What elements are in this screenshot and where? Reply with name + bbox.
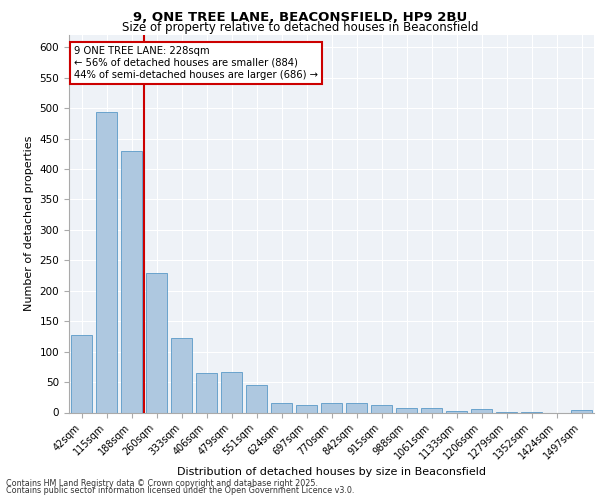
Bar xyxy=(121,150,142,412)
Text: Contains public sector information licensed under the Open Government Licence v3: Contains public sector information licen… xyxy=(6,486,355,495)
Bar xyxy=(296,405,317,412)
Bar xyxy=(71,334,92,412)
Bar xyxy=(221,372,242,412)
Bar xyxy=(571,410,592,412)
Bar xyxy=(171,338,192,412)
Bar xyxy=(196,373,217,412)
Bar xyxy=(421,408,442,412)
Bar xyxy=(471,410,492,412)
Text: Contains HM Land Registry data © Crown copyright and database right 2025.: Contains HM Land Registry data © Crown c… xyxy=(6,478,318,488)
Text: 9 ONE TREE LANE: 228sqm
← 56% of detached houses are smaller (884)
44% of semi-d: 9 ONE TREE LANE: 228sqm ← 56% of detache… xyxy=(74,46,318,80)
Bar xyxy=(396,408,417,412)
Text: 9, ONE TREE LANE, BEACONSFIELD, HP9 2BU: 9, ONE TREE LANE, BEACONSFIELD, HP9 2BU xyxy=(133,11,467,24)
Bar xyxy=(371,405,392,412)
Text: Size of property relative to detached houses in Beaconsfield: Size of property relative to detached ho… xyxy=(122,22,478,35)
Bar xyxy=(271,404,292,412)
Bar xyxy=(446,410,467,412)
Bar xyxy=(146,273,167,412)
Bar xyxy=(96,112,117,412)
Bar xyxy=(246,385,267,412)
X-axis label: Distribution of detached houses by size in Beaconsfield: Distribution of detached houses by size … xyxy=(177,467,486,477)
Bar xyxy=(321,403,342,412)
Y-axis label: Number of detached properties: Number of detached properties xyxy=(24,136,34,312)
Bar xyxy=(346,404,367,412)
